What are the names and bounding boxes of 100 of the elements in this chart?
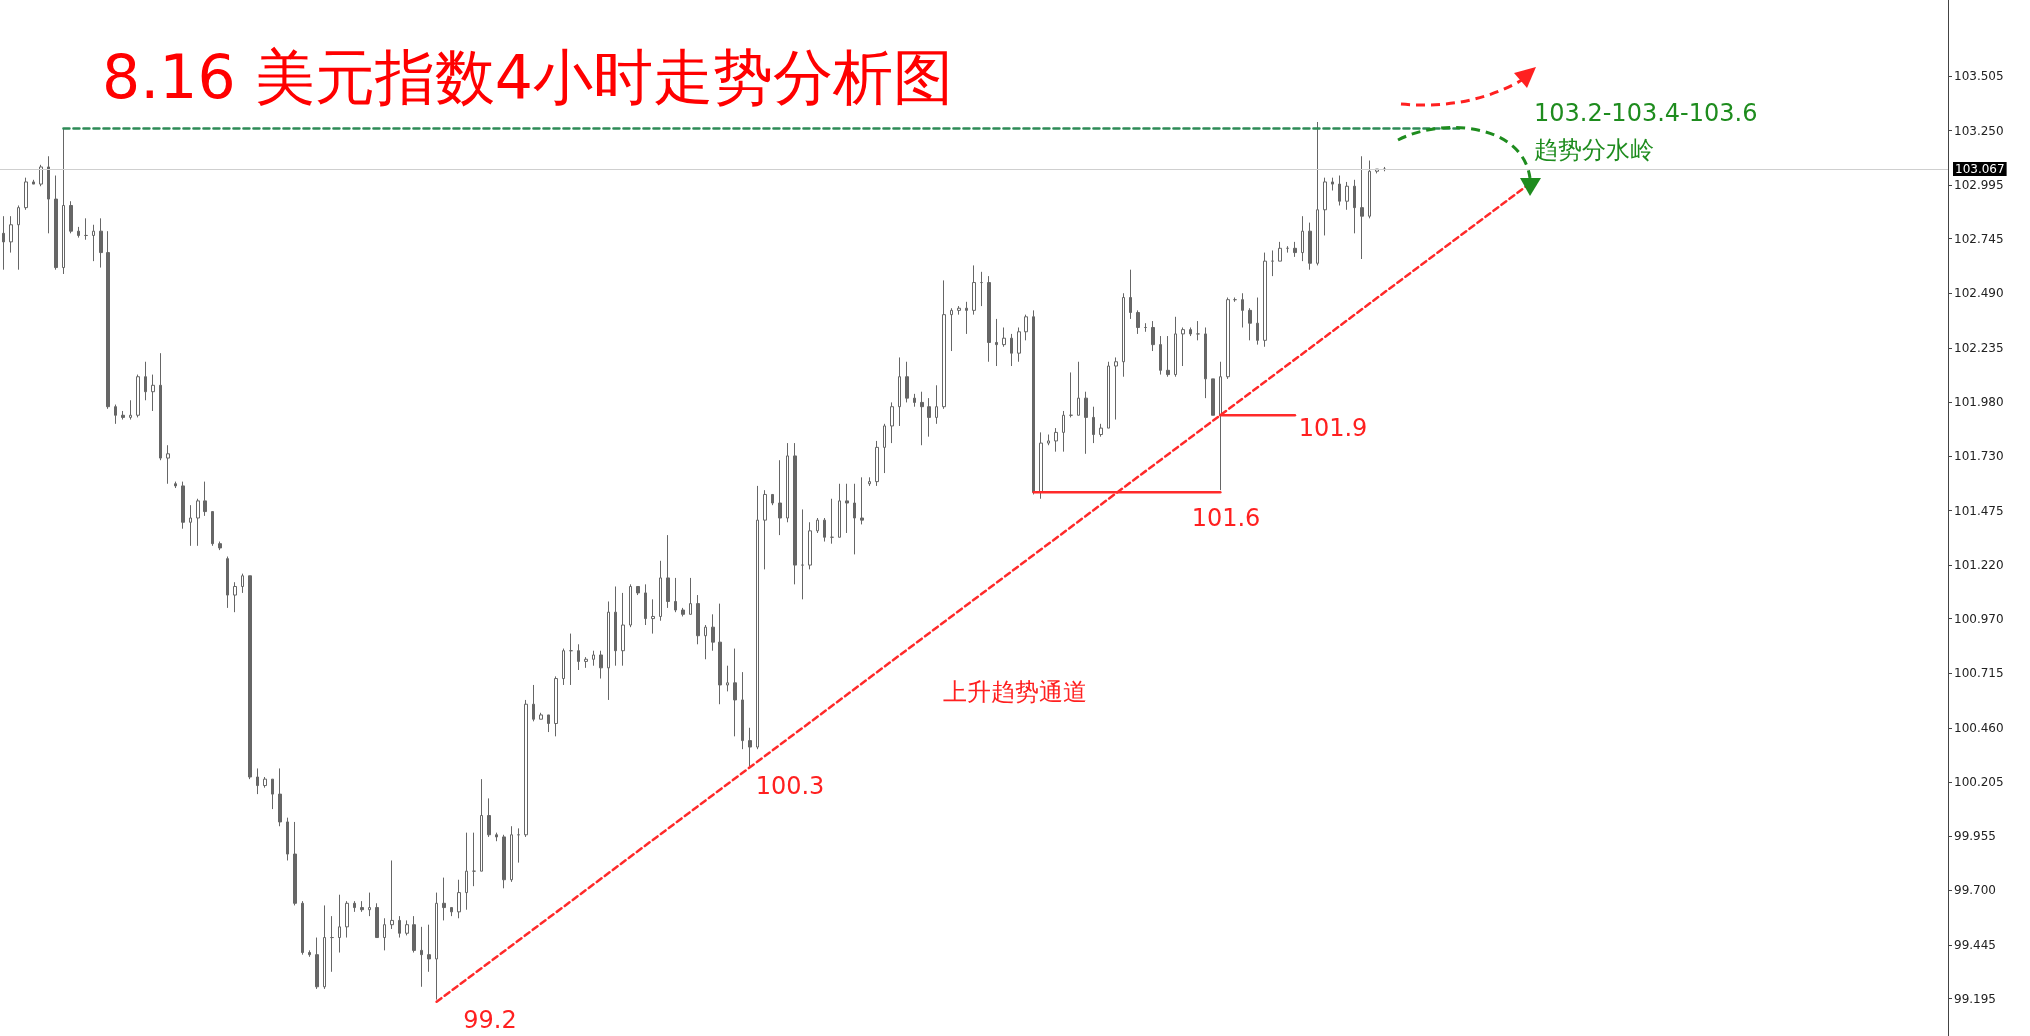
candlestick (398, 915, 401, 939)
annotation: 101.6 (1191, 504, 1261, 532)
candlestick (174, 481, 177, 489)
candlestick (681, 607, 685, 617)
candlestick (666, 534, 670, 609)
candlestick (1293, 241, 1297, 258)
y-tick-label: 99.445 (1954, 938, 1996, 953)
candlestick (868, 476, 871, 487)
candlestick (62, 127, 65, 275)
candlestick (771, 493, 774, 506)
candlestick (1047, 434, 1050, 446)
candlestick (1122, 292, 1125, 378)
y-tick-label: 100.205 (1954, 775, 2004, 790)
y-tick-label: 101.980 (1954, 395, 2004, 410)
y-tick-label: 100.715 (1954, 666, 2004, 681)
candlestick (1114, 356, 1118, 421)
candlestick (1062, 410, 1065, 453)
ref-line-label: 103.067 (1955, 162, 2005, 177)
candlestick (957, 305, 961, 316)
candlestick (121, 410, 125, 421)
candlestick (562, 648, 565, 686)
candlestick (472, 832, 476, 887)
candlestick (69, 200, 73, 234)
candlestick (1024, 314, 1028, 341)
candlestick (636, 586, 640, 596)
candlestick (890, 401, 894, 444)
candlestick (196, 498, 200, 547)
candlestick (1263, 252, 1267, 348)
candlestick (674, 577, 677, 613)
candlestick (226, 556, 229, 609)
candlestick (1174, 316, 1177, 378)
candlestick (853, 483, 856, 555)
candlestick (1256, 297, 1259, 346)
candlestick (830, 498, 834, 545)
candlestick (233, 581, 237, 613)
candlestick (1248, 307, 1252, 341)
candlestick (263, 776, 267, 789)
candlestick (218, 541, 222, 551)
candlestick (442, 877, 446, 921)
candlestick (1039, 431, 1043, 500)
candlestick (360, 900, 364, 913)
candlestick (920, 391, 924, 446)
candlestick (1017, 327, 1021, 363)
candlestick (1159, 335, 1162, 376)
candlestick (256, 767, 259, 795)
candlestick (592, 650, 595, 667)
candlestick (1360, 155, 1364, 260)
candlestick (151, 374, 155, 412)
candlestick (816, 517, 819, 534)
candlestick (375, 902, 379, 939)
candlestick (9, 215, 13, 254)
candlestick (1353, 179, 1356, 234)
candlestick (875, 440, 879, 487)
candlestick (286, 817, 289, 861)
candlestick (1316, 121, 1319, 266)
candlestick (1077, 361, 1080, 416)
candlestick (1054, 427, 1058, 453)
candlestick (211, 511, 214, 547)
candlestick (136, 374, 140, 418)
candlestick (412, 915, 416, 954)
y-tick-label: 103.250 (1954, 123, 2004, 138)
annotation: 99.2 (463, 1006, 517, 1034)
candlestick (1099, 423, 1103, 438)
candlestick (39, 164, 43, 187)
candlestick (450, 907, 453, 917)
candlestick (32, 179, 35, 185)
candlestick (166, 444, 170, 485)
candlestick (248, 575, 252, 780)
candlestick (599, 650, 603, 680)
candlestick (159, 352, 162, 461)
annotation: 趋势分水岭 (1534, 136, 1654, 164)
candlestick (1084, 391, 1088, 455)
candlestick (838, 483, 841, 538)
candlestick (1136, 309, 1140, 335)
candlestick (315, 937, 319, 990)
candlestick (733, 648, 737, 737)
candlestick (1338, 175, 1341, 206)
candlestick (539, 712, 543, 720)
candlestick (1278, 241, 1282, 262)
candlestick (629, 583, 632, 628)
candlestick (487, 797, 491, 838)
candlestick (644, 583, 647, 626)
candlestick (607, 600, 610, 701)
candlestick (659, 560, 662, 622)
candlestick (405, 919, 409, 936)
candlestick (465, 832, 468, 911)
candlestick (1196, 320, 1200, 341)
candlestick (808, 521, 812, 570)
y-tick-label: 102.745 (1954, 231, 2004, 246)
candlestick (883, 423, 886, 474)
candlestick (696, 594, 700, 645)
y-tick-label: 101.475 (1954, 503, 2004, 518)
candlestick (1211, 378, 1215, 416)
y-tick-label: 99.195 (1954, 991, 1996, 1006)
candlestick (524, 699, 528, 838)
candlestick (935, 384, 938, 425)
candlestick (860, 476, 864, 525)
candlestick (181, 481, 185, 530)
candlestick (1331, 177, 1334, 191)
candlestick (420, 926, 423, 988)
